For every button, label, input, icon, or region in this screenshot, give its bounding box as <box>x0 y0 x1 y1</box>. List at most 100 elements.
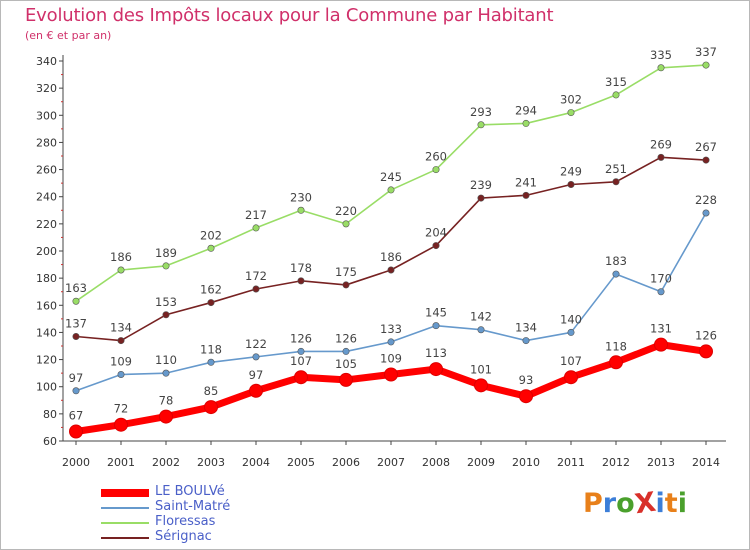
data-point <box>339 372 353 387</box>
data-label: 78 <box>159 394 174 408</box>
x-tick-label: 2006 <box>332 456 360 469</box>
data-label: 249 <box>560 165 582 179</box>
data-point <box>522 191 530 199</box>
data-point <box>207 299 215 307</box>
data-label: 189 <box>155 246 177 260</box>
data-point <box>609 355 623 370</box>
data-point <box>207 244 215 252</box>
data-point <box>72 332 80 340</box>
data-label: 186 <box>380 250 402 264</box>
data-point <box>387 266 395 274</box>
data-label: 126 <box>335 331 357 345</box>
data-point <box>429 362 443 377</box>
data-label: 93 <box>519 373 534 387</box>
data-label: 260 <box>425 150 447 164</box>
data-point <box>702 61 710 69</box>
data-label: 107 <box>290 354 312 368</box>
data-label: 269 <box>650 137 672 151</box>
data-point <box>117 337 125 345</box>
data-label: 337 <box>695 45 717 59</box>
data-point <box>207 358 215 366</box>
data-label: 241 <box>515 175 537 189</box>
data-point <box>567 328 575 336</box>
data-label: 204 <box>425 226 447 240</box>
data-label: 293 <box>470 105 492 119</box>
data-point <box>432 322 440 330</box>
data-point <box>702 209 710 217</box>
x-tick-label: 2013 <box>647 456 675 469</box>
data-label: 178 <box>290 261 312 275</box>
x-tick-label: 2010 <box>512 456 540 469</box>
data-point <box>117 370 125 378</box>
data-label: 217 <box>245 208 267 222</box>
data-point <box>294 370 308 385</box>
data-label: 162 <box>200 283 222 297</box>
data-point <box>477 194 485 202</box>
data-label: 109 <box>380 352 402 366</box>
x-tick-label: 2005 <box>287 456 315 469</box>
data-point <box>612 270 620 278</box>
data-label: 105 <box>335 357 357 371</box>
data-label: 202 <box>200 228 222 242</box>
data-label: 153 <box>155 295 177 309</box>
x-tick-label: 2002 <box>152 456 180 469</box>
proxiti-logo: ProXiti <box>583 486 687 521</box>
y-tick-label: 80 <box>43 408 57 421</box>
data-label: 126 <box>695 328 717 342</box>
x-tick-label: 2001 <box>107 456 135 469</box>
data-label: 145 <box>425 306 447 320</box>
legend-swatch <box>101 537 149 539</box>
data-label: 134 <box>515 321 537 335</box>
legend-label: LE BOULVé <box>155 484 225 499</box>
data-point <box>162 262 170 270</box>
data-point <box>477 326 485 334</box>
x-tick-label: 2000 <box>62 456 90 469</box>
y-tick-label: 140 <box>36 326 57 339</box>
data-label: 302 <box>560 93 582 107</box>
data-label: 97 <box>249 368 264 382</box>
data-point <box>387 338 395 346</box>
data-point <box>612 178 620 186</box>
data-point <box>252 224 260 232</box>
data-point <box>702 156 710 164</box>
y-tick-label: 280 <box>36 136 57 149</box>
data-label: 315 <box>605 75 627 89</box>
data-point <box>342 281 350 289</box>
data-label: 72 <box>114 402 129 416</box>
data-point <box>474 378 488 393</box>
x-tick-label: 2008 <box>422 456 450 469</box>
data-point <box>297 347 305 355</box>
y-tick-label: 100 <box>36 381 57 394</box>
x-tick-label: 2012 <box>602 456 630 469</box>
legend-swatch <box>101 522 149 524</box>
data-label: 67 <box>69 409 84 423</box>
data-point <box>114 417 128 432</box>
data-point <box>387 186 395 194</box>
data-label: 183 <box>605 254 627 268</box>
data-label: 118 <box>200 342 222 356</box>
y-tick-label: 180 <box>36 272 57 285</box>
data-label: 134 <box>110 321 132 335</box>
y-tick-label: 260 <box>36 164 57 177</box>
data-label: 140 <box>560 312 582 326</box>
data-point <box>612 91 620 99</box>
x-tick-label: 2009 <box>467 456 495 469</box>
y-tick-label: 240 <box>36 191 57 204</box>
chart-title: Evolution des Impôts locaux pour la Comm… <box>25 5 554 26</box>
data-point <box>342 220 350 228</box>
data-point <box>567 109 575 117</box>
x-tick-label: 2004 <box>242 456 270 469</box>
legend-label: Saint-Matré <box>155 499 231 514</box>
data-point <box>342 347 350 355</box>
y-tick-label: 220 <box>36 218 57 231</box>
data-point <box>522 119 530 127</box>
data-label: 267 <box>695 140 717 154</box>
data-label: 245 <box>380 170 402 184</box>
data-point <box>432 166 440 174</box>
y-tick-label: 200 <box>36 245 57 258</box>
data-label: 109 <box>110 355 132 369</box>
data-label: 107 <box>560 354 582 368</box>
data-label: 251 <box>605 162 627 176</box>
data-point <box>252 353 260 361</box>
